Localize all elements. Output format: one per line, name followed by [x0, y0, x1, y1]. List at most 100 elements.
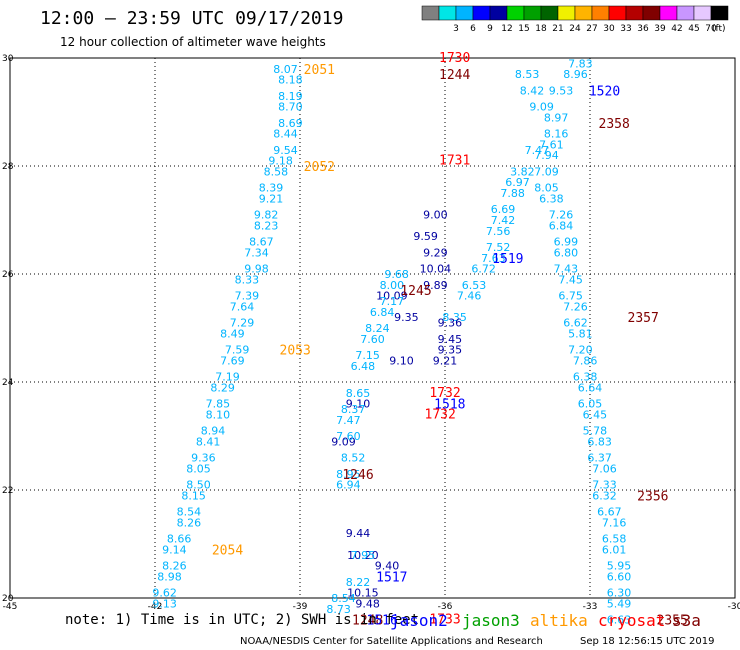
- colorbar-swatch: [540, 5, 559, 21]
- wave-height-value: 7.09: [534, 165, 559, 178]
- wave-height-value: 5.78: [583, 425, 608, 438]
- wave-height-value: 9.13: [152, 597, 177, 610]
- colorbar-tick-label: 42: [671, 24, 682, 34]
- wave-height-value: 10.15: [347, 587, 379, 600]
- wave-height-value: 10.20: [347, 549, 379, 562]
- wave-height-value: 6.01: [602, 543, 627, 556]
- wave-height-value: 6.58: [602, 533, 627, 546]
- wave-height-value: 9.53: [549, 84, 574, 97]
- wave-height-value: 9.59: [413, 230, 438, 243]
- wave-height-value: 6.72: [471, 263, 496, 276]
- wave-height-value: 7.06: [592, 462, 617, 475]
- wave-height-value: 6.84: [370, 306, 395, 319]
- legend-altika: altika: [530, 611, 588, 630]
- wave-height-value: 6.67: [597, 506, 622, 519]
- colorbar-tick-label: 6: [470, 24, 476, 34]
- colorbar-swatch: [659, 5, 678, 21]
- wave-height-value: 6.32: [592, 489, 617, 502]
- jason2-track-time: 1518: [434, 398, 465, 413]
- wave-height-value: 9.10: [346, 398, 371, 411]
- wave-height-value: 8.44: [273, 128, 298, 141]
- wave-height-value: 6.45: [583, 408, 608, 421]
- wave-height-value: 7.63: [481, 252, 506, 265]
- wave-height-value: 7.17: [380, 295, 405, 308]
- cryosat-time-label: 1732: [429, 386, 460, 401]
- colorbar-unit: (ft): [712, 24, 726, 34]
- legend-cryosat: cryosat: [598, 611, 665, 630]
- s3a-track-time: 1246: [342, 468, 373, 483]
- wave-height-value: 8.94: [201, 425, 226, 438]
- colorbar-swatch: [710, 5, 729, 21]
- wave-height-value: 6.97: [505, 176, 530, 189]
- wave-height-value: 6.80: [554, 246, 579, 259]
- wave-height-value: 7.88: [500, 187, 525, 200]
- s3a-track-time: 2358: [599, 117, 630, 132]
- wave-height-value: 8.37: [341, 403, 366, 416]
- s3a-track-time: 1245: [400, 284, 431, 299]
- wave-height-value: 8.96: [563, 68, 588, 81]
- s3a-track-time: 1244: [439, 68, 470, 83]
- wave-height-value: 8.49: [220, 327, 245, 340]
- wave-height-value: 9.36: [191, 452, 216, 465]
- colorbar-tick-label: 45: [688, 24, 699, 34]
- latitude-tick: 28: [2, 162, 14, 172]
- wave-height-value: 9.40: [375, 560, 400, 573]
- wave-height-value: 7.60: [360, 333, 385, 346]
- wave-height-value: 6.75: [558, 290, 583, 303]
- wave-height-value: 6.37: [587, 452, 612, 465]
- wave-height-value: 9.82: [254, 209, 279, 222]
- wave-height-value: 8.52: [341, 452, 366, 465]
- wave-height-value: 3.82: [510, 165, 535, 178]
- wave-height-value: 9.35: [438, 344, 463, 357]
- colorbar-swatch: [421, 5, 440, 21]
- wave-height-value: 8.10: [206, 408, 231, 421]
- wave-height-value: 9.29: [423, 246, 448, 259]
- wave-height-value: 7.15: [355, 349, 380, 362]
- wave-height-value: 8.70: [278, 101, 303, 114]
- wave-height-value: 8.73: [326, 603, 351, 616]
- wave-height-value: 6.53: [462, 279, 487, 292]
- wave-height-value: 9.68: [384, 268, 409, 281]
- wave-height-value: 7.19: [215, 371, 240, 384]
- wave-height-value: 8.35: [442, 311, 467, 324]
- colorbar-tick-label: 27: [586, 24, 597, 34]
- generation-timestamp: Sep 18 12:56:15 UTC 2019: [580, 636, 714, 647]
- wave-height-value: 8.23: [254, 219, 279, 232]
- colorbar-swatch: [625, 5, 644, 21]
- jason2-track-time: 1516: [367, 614, 398, 629]
- altika-track-time: 2054: [212, 543, 243, 558]
- colorbar-swatch: [676, 5, 695, 21]
- wave-height-value: 9.44: [346, 527, 371, 540]
- colorbar-tick-label: 39: [654, 24, 666, 34]
- latitude-tick: 24: [2, 378, 14, 388]
- colorbar-tick-label: 70: [705, 24, 717, 34]
- wave-height-value: 9.21: [433, 354, 458, 367]
- latitude-tick: 30: [2, 54, 14, 64]
- colorbar-tick-label: 12: [501, 24, 512, 34]
- colorbar-tick-label: 30: [603, 24, 615, 34]
- s3a-track-time: 2356: [637, 489, 668, 504]
- wave-height-value: 8.18: [278, 74, 303, 87]
- wave-height-value: 8.29: [210, 381, 235, 394]
- wave-height-value: 8.26: [177, 516, 202, 529]
- jason2-track-time: 1517: [376, 570, 407, 585]
- wave-height-value: 7.47: [525, 144, 550, 157]
- wave-height-value: 8.69: [278, 117, 303, 130]
- colorbar-swatch: [472, 5, 491, 21]
- wave-height-value: 7.20: [568, 344, 593, 357]
- wave-height-value: 5.95: [607, 560, 632, 573]
- wave-height-value: 9.48: [355, 597, 380, 610]
- wave-height-value: 8.50: [186, 479, 211, 492]
- wave-height-value: 7.52: [486, 241, 511, 254]
- jason2-track-time: 1520: [589, 84, 620, 99]
- track-time-labels: 2051 2052 2053 2054 1244 1245 1246 1248 1520 1519…: [212, 63, 688, 629]
- wave-height-value: 9.35: [394, 311, 419, 324]
- wave-height-value: 8.00: [380, 279, 405, 292]
- wave-height-value: 7.34: [244, 246, 269, 259]
- s3a-track-time: 2357: [628, 311, 659, 326]
- wave-height-value: 7.43: [554, 263, 579, 276]
- wave-height-value: 8.97: [544, 111, 569, 124]
- colorbar-tick-label: 36: [637, 24, 649, 34]
- wave-height-colorbar: 3 6 9 12 15 18 21 24 27 30 33 36 39 42 45 70: [421, 5, 729, 34]
